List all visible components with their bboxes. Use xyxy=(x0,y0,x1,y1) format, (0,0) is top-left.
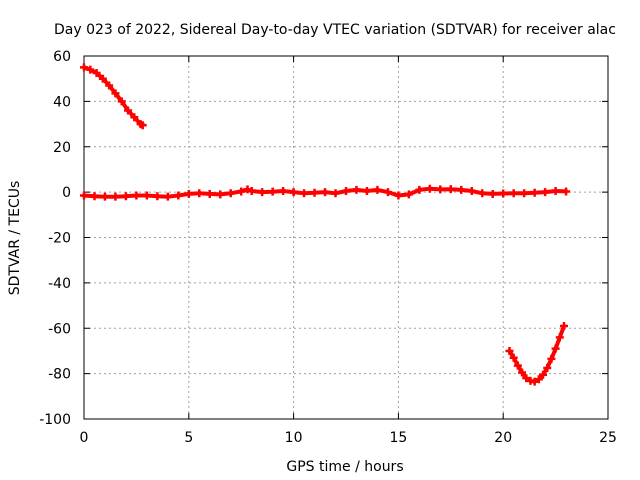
data-point xyxy=(117,97,126,106)
data-series xyxy=(80,63,571,386)
data-point xyxy=(555,333,564,342)
data-point xyxy=(124,106,133,115)
data-point xyxy=(237,187,246,196)
data-point xyxy=(478,189,487,198)
data-point xyxy=(539,370,548,379)
data-point xyxy=(289,188,298,197)
y-tick-label: 20 xyxy=(53,140,71,156)
data-point xyxy=(543,363,552,372)
data-point xyxy=(520,189,529,198)
data-point xyxy=(373,185,382,194)
y-tick-label: 60 xyxy=(53,49,71,65)
grid xyxy=(84,56,608,419)
axis-ticks xyxy=(83,55,609,420)
data-point xyxy=(547,354,556,363)
data-point xyxy=(383,188,392,197)
data-point xyxy=(111,192,120,201)
data-point xyxy=(184,189,193,198)
data-point xyxy=(551,186,560,195)
data-point xyxy=(534,375,543,384)
data-point xyxy=(247,186,256,195)
x-tick-label: 25 xyxy=(599,430,617,446)
y-axis-label: SDTVAR / TECUs xyxy=(7,181,23,296)
series-segment-1 xyxy=(80,63,147,130)
x-tick-label: 0 xyxy=(80,430,89,446)
data-point xyxy=(321,188,330,197)
data-point xyxy=(499,189,508,198)
x-axis-label: GPS time / hours xyxy=(286,459,403,475)
data-point xyxy=(105,81,114,90)
data-point xyxy=(446,185,455,194)
data-point xyxy=(142,191,151,200)
series-segment-3 xyxy=(505,321,568,386)
series-segment-2 xyxy=(80,184,571,201)
data-point xyxy=(488,189,497,198)
data-point xyxy=(509,189,518,198)
y-tick-labels: -100 -80 -60 -40 -20 0 20 40 60 xyxy=(39,49,71,428)
x-tick-label: 20 xyxy=(494,430,512,446)
data-point xyxy=(331,189,340,198)
data-point xyxy=(509,353,518,362)
data-point xyxy=(279,186,288,195)
y-tick-label: -100 xyxy=(39,412,71,428)
data-point xyxy=(394,191,403,200)
data-point xyxy=(505,346,514,355)
data-point xyxy=(90,192,99,201)
data-point xyxy=(195,189,204,198)
data-point xyxy=(226,189,235,198)
data-point xyxy=(342,186,350,195)
data-point xyxy=(404,190,413,199)
data-point xyxy=(436,185,445,194)
data-point xyxy=(86,65,95,74)
data-point xyxy=(562,187,571,196)
data-point xyxy=(80,63,88,72)
y-tick-label: -20 xyxy=(48,231,71,247)
data-point xyxy=(111,89,120,98)
data-point xyxy=(425,184,434,193)
data-point xyxy=(559,321,568,330)
data-point xyxy=(467,186,476,195)
data-point xyxy=(530,188,539,197)
data-point xyxy=(138,121,147,130)
data-point xyxy=(530,377,539,386)
data-point xyxy=(268,187,277,196)
y-tick-label: 40 xyxy=(53,94,71,110)
data-point xyxy=(415,185,424,194)
x-tick-label: 10 xyxy=(285,430,303,446)
data-point xyxy=(92,69,101,78)
x-tick-label: 15 xyxy=(389,430,407,446)
x-tick-label: 5 xyxy=(184,430,193,446)
chart-title: Day 023 of 2022, Sidereal Day-to-day VTE… xyxy=(54,22,616,38)
data-point xyxy=(100,192,109,201)
data-point xyxy=(522,374,531,383)
data-point xyxy=(513,361,522,370)
x-tick-labels: 0 5 10 15 20 25 xyxy=(80,430,617,446)
data-point xyxy=(362,186,371,195)
data-point xyxy=(80,191,88,200)
data-point xyxy=(132,191,141,200)
y-tick-label: -80 xyxy=(48,367,71,383)
data-point xyxy=(300,189,309,198)
data-point xyxy=(243,185,252,194)
data-point xyxy=(121,192,130,201)
data-point xyxy=(541,188,550,197)
data-point xyxy=(258,188,267,197)
data-point xyxy=(205,189,214,198)
data-point xyxy=(163,192,172,201)
data-point xyxy=(98,74,107,83)
data-point xyxy=(216,190,225,199)
data-point xyxy=(352,185,361,194)
data-point xyxy=(457,185,466,194)
data-point xyxy=(310,188,319,197)
data-point xyxy=(551,344,560,353)
data-point xyxy=(174,191,183,200)
data-point xyxy=(153,192,162,201)
data-point xyxy=(130,113,139,122)
y-tick-label: -60 xyxy=(48,321,71,337)
y-tick-label: 0 xyxy=(62,185,71,201)
data-point xyxy=(518,368,527,377)
y-tick-label: -40 xyxy=(48,276,71,292)
